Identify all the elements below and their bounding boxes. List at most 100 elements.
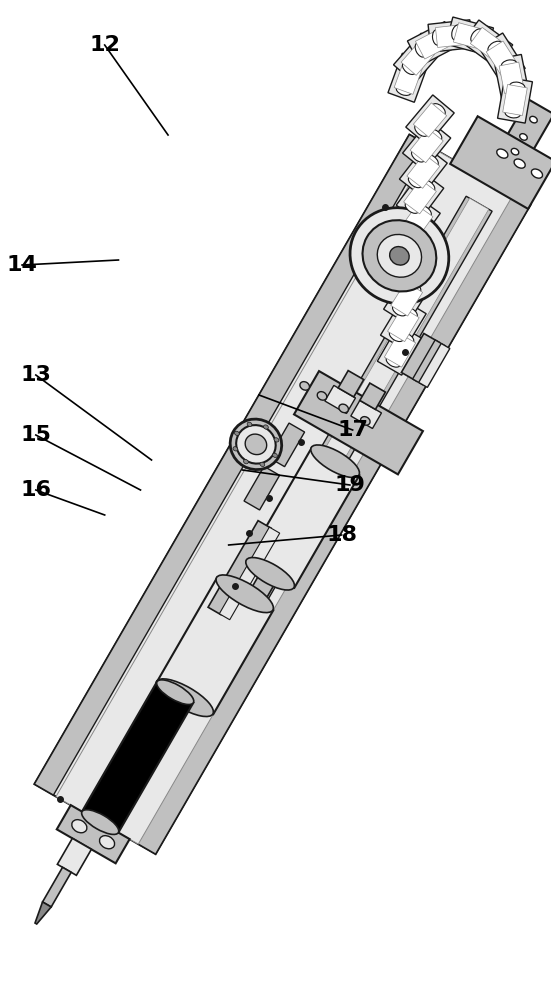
Ellipse shape <box>130 728 164 751</box>
Polygon shape <box>387 307 419 342</box>
Text: 15: 15 <box>20 425 51 445</box>
Polygon shape <box>34 135 429 795</box>
Ellipse shape <box>230 419 282 470</box>
Ellipse shape <box>511 148 518 155</box>
Polygon shape <box>499 62 524 93</box>
Ellipse shape <box>505 108 521 118</box>
Ellipse shape <box>107 767 141 790</box>
Polygon shape <box>394 256 426 291</box>
Ellipse shape <box>514 159 525 168</box>
Polygon shape <box>495 99 551 170</box>
Text: 17: 17 <box>337 420 368 440</box>
Ellipse shape <box>339 404 348 413</box>
Ellipse shape <box>405 201 419 213</box>
Ellipse shape <box>274 438 279 442</box>
Polygon shape <box>407 154 440 188</box>
Ellipse shape <box>506 85 522 96</box>
Polygon shape <box>446 17 494 55</box>
Polygon shape <box>479 33 525 83</box>
Polygon shape <box>388 53 429 102</box>
Ellipse shape <box>317 392 327 400</box>
Ellipse shape <box>235 431 239 435</box>
Ellipse shape <box>509 82 525 92</box>
Ellipse shape <box>438 30 450 45</box>
Polygon shape <box>393 197 440 247</box>
Polygon shape <box>381 299 426 350</box>
Ellipse shape <box>530 116 537 123</box>
Polygon shape <box>176 196 492 714</box>
Polygon shape <box>410 128 443 163</box>
Polygon shape <box>397 231 429 265</box>
Ellipse shape <box>143 705 177 727</box>
Ellipse shape <box>531 169 543 178</box>
Text: 19: 19 <box>334 475 365 495</box>
Polygon shape <box>377 325 423 375</box>
Polygon shape <box>435 25 466 47</box>
Polygon shape <box>413 340 446 385</box>
Polygon shape <box>385 333 415 367</box>
Polygon shape <box>391 282 423 316</box>
Polygon shape <box>401 41 435 75</box>
Text: 12: 12 <box>89 35 120 55</box>
Ellipse shape <box>260 462 264 467</box>
Text: 13: 13 <box>20 365 51 385</box>
Ellipse shape <box>156 680 194 705</box>
Ellipse shape <box>415 124 429 136</box>
Ellipse shape <box>424 155 439 167</box>
Polygon shape <box>462 20 513 67</box>
Text: 16: 16 <box>20 480 51 500</box>
Ellipse shape <box>408 175 423 188</box>
Ellipse shape <box>148 697 182 719</box>
Polygon shape <box>34 135 531 854</box>
Polygon shape <box>403 120 451 171</box>
Ellipse shape <box>139 712 172 735</box>
Ellipse shape <box>415 42 426 57</box>
Polygon shape <box>269 423 305 467</box>
Polygon shape <box>42 867 71 907</box>
Polygon shape <box>57 805 129 863</box>
Ellipse shape <box>458 27 468 43</box>
Ellipse shape <box>405 60 420 71</box>
Polygon shape <box>394 61 423 94</box>
Ellipse shape <box>72 820 87 833</box>
Ellipse shape <box>396 278 410 290</box>
Ellipse shape <box>156 679 213 717</box>
Ellipse shape <box>428 129 442 142</box>
Ellipse shape <box>300 382 310 390</box>
Polygon shape <box>393 33 442 83</box>
Ellipse shape <box>492 44 504 58</box>
Ellipse shape <box>121 744 155 766</box>
Polygon shape <box>503 84 527 116</box>
Ellipse shape <box>377 234 422 277</box>
Polygon shape <box>35 902 51 924</box>
Ellipse shape <box>417 205 431 218</box>
Polygon shape <box>294 371 423 474</box>
Ellipse shape <box>477 32 488 47</box>
Polygon shape <box>180 198 489 712</box>
Ellipse shape <box>452 25 462 40</box>
Ellipse shape <box>311 445 359 477</box>
Ellipse shape <box>413 231 428 243</box>
Ellipse shape <box>399 252 413 265</box>
Polygon shape <box>404 179 436 214</box>
Ellipse shape <box>420 180 435 192</box>
Ellipse shape <box>502 63 516 75</box>
Ellipse shape <box>392 304 407 316</box>
Ellipse shape <box>263 425 268 429</box>
Polygon shape <box>351 400 381 428</box>
Polygon shape <box>244 466 279 510</box>
Ellipse shape <box>433 29 442 45</box>
Ellipse shape <box>236 425 276 464</box>
Polygon shape <box>338 371 364 397</box>
Polygon shape <box>494 54 530 101</box>
Polygon shape <box>450 116 551 209</box>
Ellipse shape <box>244 460 249 464</box>
Ellipse shape <box>386 355 401 367</box>
Ellipse shape <box>350 208 449 304</box>
Ellipse shape <box>273 453 277 457</box>
Ellipse shape <box>402 62 416 74</box>
Polygon shape <box>486 41 518 75</box>
Ellipse shape <box>99 783 132 805</box>
Ellipse shape <box>103 775 137 797</box>
Ellipse shape <box>396 85 412 95</box>
